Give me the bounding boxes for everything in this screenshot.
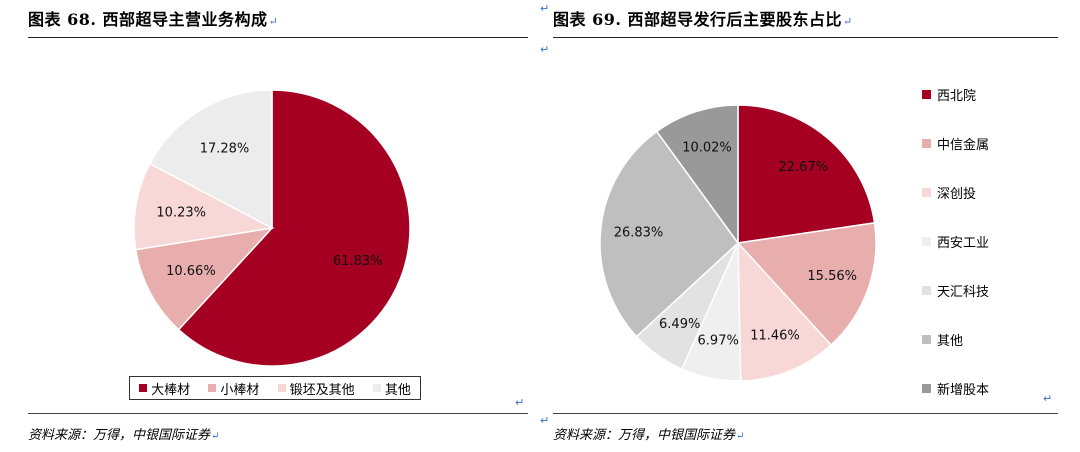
left-legend-item: 小棒材 <box>208 379 259 398</box>
left-source-rule <box>28 413 528 414</box>
right-legend-item: 西北院 <box>922 70 989 119</box>
left-legend-item: 大棒材 <box>139 379 190 398</box>
legend-swatch <box>922 90 931 99</box>
legend-label: 大棒材 <box>151 382 191 398</box>
pie-slice <box>133 162 275 251</box>
pie-slice <box>599 130 739 338</box>
pie-data-label: 26.83% <box>614 226 664 241</box>
legend-label: 小棒材 <box>220 382 260 398</box>
left-source-note: 资料来源：万得，中银国际证券↵ <box>28 428 220 443</box>
return-mark: ↵ <box>540 43 550 56</box>
pie-data-label: 6.97% <box>698 334 739 349</box>
return-mark: ↵ <box>515 396 525 409</box>
legend-label: 新增股本 <box>937 383 990 398</box>
pie-data-label: 61.83% <box>333 254 383 269</box>
left-title-rule <box>28 37 528 38</box>
legend-swatch <box>922 188 931 197</box>
pie-slice <box>736 222 877 347</box>
legend-swatch <box>277 384 286 392</box>
pie-data-label: 22.67% <box>779 160 829 175</box>
right-pie-chart: 22.67% 15.56% 11.46% 6.97% 6.49% 26.83% 10.02% <box>599 104 877 382</box>
pie-data-label: 10.23% <box>156 206 206 221</box>
legend-swatch <box>372 384 381 392</box>
legend-swatch <box>922 237 931 246</box>
left-chart-title: 图表 68. 西部超导主营业务构成↵ <box>28 10 279 29</box>
return-mark: ↵ <box>540 414 550 427</box>
right-legend-item: 其他 <box>922 315 989 364</box>
return-mark: ↵ <box>540 2 550 15</box>
legend-label: 其他 <box>384 382 411 398</box>
left-pie-chart: 61.83% 10.66% 10.23% 17.28% <box>133 89 411 367</box>
legend-swatch <box>922 139 931 148</box>
right-source-note: 资料来源：万得，中银国际证券↵ <box>553 428 745 443</box>
legend-swatch <box>922 286 931 295</box>
pie-data-label: 11.46% <box>750 328 800 343</box>
return-mark: ↵ <box>1043 392 1053 405</box>
pie-slice <box>737 104 876 244</box>
legend-label: 西安工业 <box>937 236 990 251</box>
right-legend-item: 深创投 <box>922 168 989 217</box>
right-source-rule <box>553 413 1058 414</box>
right-legend-item: 新增股本 <box>922 364 989 413</box>
left-legend-item: 锻坯及其他 <box>277 379 355 398</box>
pie-data-label: 10.66% <box>166 264 216 279</box>
legend-label: 其他 <box>937 334 964 349</box>
pie-data-label: 10.02% <box>682 140 732 155</box>
right-chart-title: 图表 69. 西部超导发行后主要股东占比↵ <box>553 10 853 29</box>
legend-label: 天汇科技 <box>937 285 990 300</box>
left-legend-item: 其他 <box>372 379 411 398</box>
legend-swatch <box>922 335 931 344</box>
legend-label: 深创投 <box>937 187 977 202</box>
legend-swatch <box>139 384 148 392</box>
legend-swatch <box>922 384 931 393</box>
legend-label: 中信金属 <box>937 138 990 153</box>
legend-label: 锻坯及其他 <box>289 382 355 398</box>
right-legend-item: 天汇科技 <box>922 266 989 315</box>
pie-slice <box>134 226 275 331</box>
right-title-rule <box>553 37 1058 38</box>
legend-label: 西北院 <box>937 89 977 104</box>
pie-data-label: 15.56% <box>807 269 857 284</box>
right-legend-item: 中信金属 <box>922 119 989 168</box>
right-legend-item: 西安工业 <box>922 217 989 266</box>
right-legend: 西北院 中信金属 深创投 西安工业 天汇科技 其他 新增股本 <box>922 70 989 413</box>
left-legend: 大棒材 小棒材 锻坯及其他 其他 <box>129 376 421 400</box>
pie-data-label: 6.49% <box>659 317 700 332</box>
pie-data-label: 17.28% <box>200 142 250 157</box>
pie-slice <box>148 89 273 230</box>
pie-slice <box>655 104 739 246</box>
pie-slice <box>737 241 833 382</box>
legend-swatch <box>208 384 217 392</box>
pie-slice <box>177 89 411 367</box>
